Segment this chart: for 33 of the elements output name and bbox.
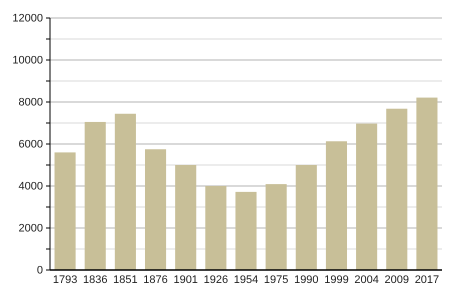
- x-tick-label: 1836: [82, 274, 108, 286]
- x-tick-label: 2004: [354, 274, 379, 286]
- bar: [84, 122, 106, 270]
- y-tick-label: 12000: [12, 12, 43, 25]
- y-tick-label: 2000: [18, 222, 43, 235]
- bar: [356, 124, 378, 270]
- bar: [386, 108, 408, 270]
- x-tick-label: 1954: [234, 274, 258, 286]
- bar: [326, 141, 348, 270]
- x-tick-label: 1926: [204, 274, 228, 286]
- bar: [296, 165, 317, 270]
- bar: [54, 152, 76, 270]
- x-tick-label: 1999: [324, 274, 349, 286]
- x-tick-label: 1901: [173, 274, 198, 286]
- bar: [114, 114, 136, 270]
- bar: [144, 149, 166, 270]
- x-tick-label: 2017: [414, 274, 440, 286]
- y-tick-label: 10000: [12, 54, 43, 67]
- x-tick-label: 1851: [113, 274, 138, 286]
- y-tick-label: 4000: [18, 180, 43, 193]
- y-tick-label: 8000: [18, 96, 43, 109]
- y-tick-label: 6000: [18, 138, 43, 151]
- bar: [266, 184, 287, 270]
- x-tick-label: 1990: [294, 274, 319, 286]
- bar: [175, 165, 196, 270]
- x-tick-label: 1975: [264, 274, 288, 286]
- bar: [205, 186, 226, 270]
- x-tick-label: 1793: [52, 274, 78, 286]
- x-tick-label: 2009: [384, 274, 410, 286]
- y-tick-label: 0: [36, 264, 43, 277]
- bar: [235, 192, 257, 270]
- bar: [416, 98, 438, 270]
- x-tick-label: 1876: [143, 274, 168, 286]
